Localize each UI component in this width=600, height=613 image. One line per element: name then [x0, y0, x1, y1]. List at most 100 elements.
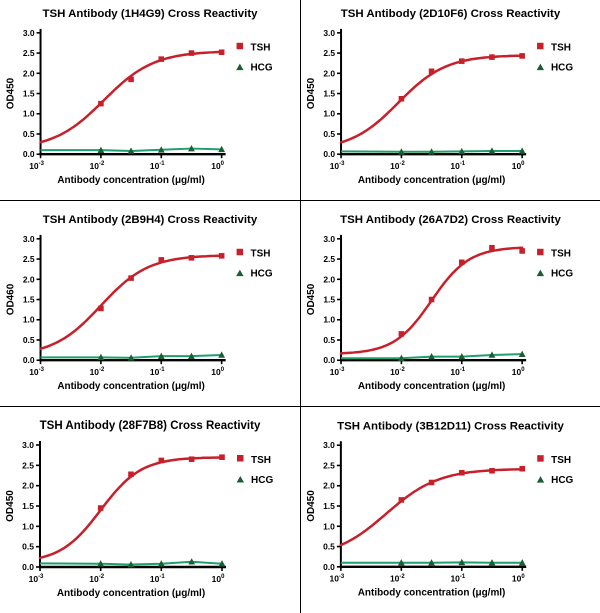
svg-text:0.5: 0.5 [323, 129, 335, 139]
svg-text:0.5: 0.5 [23, 129, 35, 139]
tsh-data-point [459, 469, 465, 476]
svg-text:2.5: 2.5 [22, 460, 34, 470]
tsh-series [39, 253, 225, 351]
x-axis-label: Antibody concentration (μg/ml) [358, 175, 505, 186]
hcg-data-point [518, 559, 526, 566]
legend-hcg-marker [536, 476, 545, 483]
svg-text:1.5: 1.5 [23, 295, 35, 305]
x-axis-label: Antibody concentration (μg/ml) [358, 588, 506, 599]
chart-28f7b8: TSH Antibody (28F7B8) Cross Reactivity 0.… [5, 420, 273, 599]
hcg-data-point [188, 144, 195, 152]
legend-tsh-label: TSH [551, 249, 571, 260]
svg-text:2.5: 2.5 [323, 48, 335, 58]
legend-hcg-label: HCG [250, 63, 272, 74]
tsh-data-point [219, 454, 225, 460]
legend-hcg-marker [536, 63, 545, 71]
hcg-data-point [397, 559, 405, 566]
svg-text:100: 100 [212, 574, 225, 584]
x-axis-ticks: 10-3 10-2 10-1 100 [330, 360, 525, 377]
hcg-data-point [458, 352, 466, 360]
svg-text:10-2: 10-2 [390, 161, 405, 171]
svg-text:1.5: 1.5 [323, 89, 335, 99]
svg-text:3.0: 3.0 [23, 234, 35, 244]
chart-26a7d2: TSH Antibody (26A7D2) Cross Reactivity 0.… [306, 214, 573, 392]
svg-text:10-1: 10-1 [150, 367, 165, 377]
y-axis-ticks: 0.0 0.5 1.0 1.5 2.0 2.5 3.0 [323, 440, 341, 572]
hcg-data-point [518, 350, 526, 357]
svg-text:1.0: 1.0 [323, 315, 335, 325]
hcg-data-point [458, 558, 466, 566]
tsh-series [339, 465, 526, 547]
svg-text:0.5: 0.5 [323, 335, 335, 345]
hcg-data-point [488, 147, 496, 154]
svg-text:10-2: 10-2 [90, 367, 105, 377]
svg-text:1.0: 1.0 [22, 521, 34, 531]
tsh-data-point [218, 49, 225, 56]
chart-title: TSH Antibody (28F7B8) Cross Reactivity [40, 420, 261, 432]
svg-text:2.5: 2.5 [323, 460, 335, 470]
legend-hcg-label: HCG [251, 475, 273, 486]
y-axis-label: OD450 [6, 77, 17, 109]
tsh-data-point [398, 96, 405, 102]
tsh-data-point [489, 467, 495, 474]
svg-text:2.0: 2.0 [23, 274, 35, 284]
tsh-data-point [158, 257, 165, 263]
x-axis-label: Antibody concentration (μg/ml) [358, 381, 505, 392]
chart-panel-2b9h4: TSH Antibody (2B9H4) Cross Reactivity 0.0… [0, 201, 300, 407]
svg-text:1.5: 1.5 [22, 501, 34, 511]
svg-text:0.5: 0.5 [22, 542, 34, 552]
hcg-data-point [218, 351, 226, 358]
legend-tsh-marker [537, 248, 544, 256]
chart-2d10f6: TSH Antibody (2D10F6) Cross Reactivity 0.… [306, 8, 573, 186]
tsh-data-point [188, 456, 195, 463]
legend-tsh-label: TSH [551, 43, 571, 54]
hcg-data-point [157, 146, 165, 153]
legend-tsh-marker [236, 42, 244, 50]
hcg-series [341, 350, 526, 361]
tsh-series [38, 454, 225, 560]
hcg-data-point [188, 352, 195, 359]
hcg-series [340, 558, 526, 566]
legend: TSH HCG [536, 248, 573, 280]
svg-text:10-1: 10-1 [450, 367, 465, 377]
svg-text:2.0: 2.0 [323, 274, 335, 284]
svg-text:10-1: 10-1 [150, 574, 165, 584]
svg-text:1.5: 1.5 [323, 295, 335, 305]
svg-text:0.0: 0.0 [323, 562, 335, 572]
x-axis-label: Antibody concentration (μg/ml) [57, 175, 204, 186]
tsh-data-point [458, 259, 465, 266]
y-axis-ticks: 0.0 0.5 1.0 1.5 2.0 2.5 3.0 [323, 234, 342, 365]
tsh-data-point [458, 58, 465, 64]
hcg-data-point [218, 560, 226, 567]
legend-tsh-label: TSH [251, 249, 271, 260]
tsh-data-point [188, 255, 195, 261]
legend: TSH HCG [536, 455, 574, 486]
svg-text:1.0: 1.0 [323, 109, 335, 119]
tsh-series [339, 53, 525, 144]
y-axis-label: OD450 [306, 490, 317, 522]
chart-title: TSH Antibody (2B9H4) Cross Reactivity [43, 214, 258, 226]
hcg-data-point [157, 352, 165, 359]
y-axis-ticks: 0.0 0.5 1.0 1.5 2.0 2.5 3.0 [22, 440, 40, 572]
hcg-data-point [518, 147, 526, 154]
axes [39, 28, 226, 156]
svg-text:100: 100 [512, 367, 525, 377]
tsh-data-point [398, 331, 405, 337]
svg-text:2.0: 2.0 [323, 481, 335, 491]
hcg-data-point [488, 351, 496, 358]
legend: TSH HCG [236, 43, 273, 74]
hcg-data-point [157, 560, 165, 567]
y-axis-label: OD450 [5, 490, 16, 522]
y-axis-label: OD450 [306, 77, 317, 109]
legend-tsh-label: TSH [250, 43, 270, 54]
tsh-data-point [128, 275, 134, 281]
svg-text:2.5: 2.5 [323, 254, 335, 264]
hcg-series [40, 351, 226, 361]
svg-text:0.0: 0.0 [323, 149, 335, 159]
hcg-data-point [97, 353, 105, 361]
svg-text:10-3: 10-3 [330, 367, 345, 377]
svg-text:0.0: 0.0 [23, 149, 35, 159]
svg-text:0.0: 0.0 [323, 355, 335, 365]
y-axis-label: OD450 [306, 283, 317, 315]
legend-hcg-marker [236, 269, 244, 277]
